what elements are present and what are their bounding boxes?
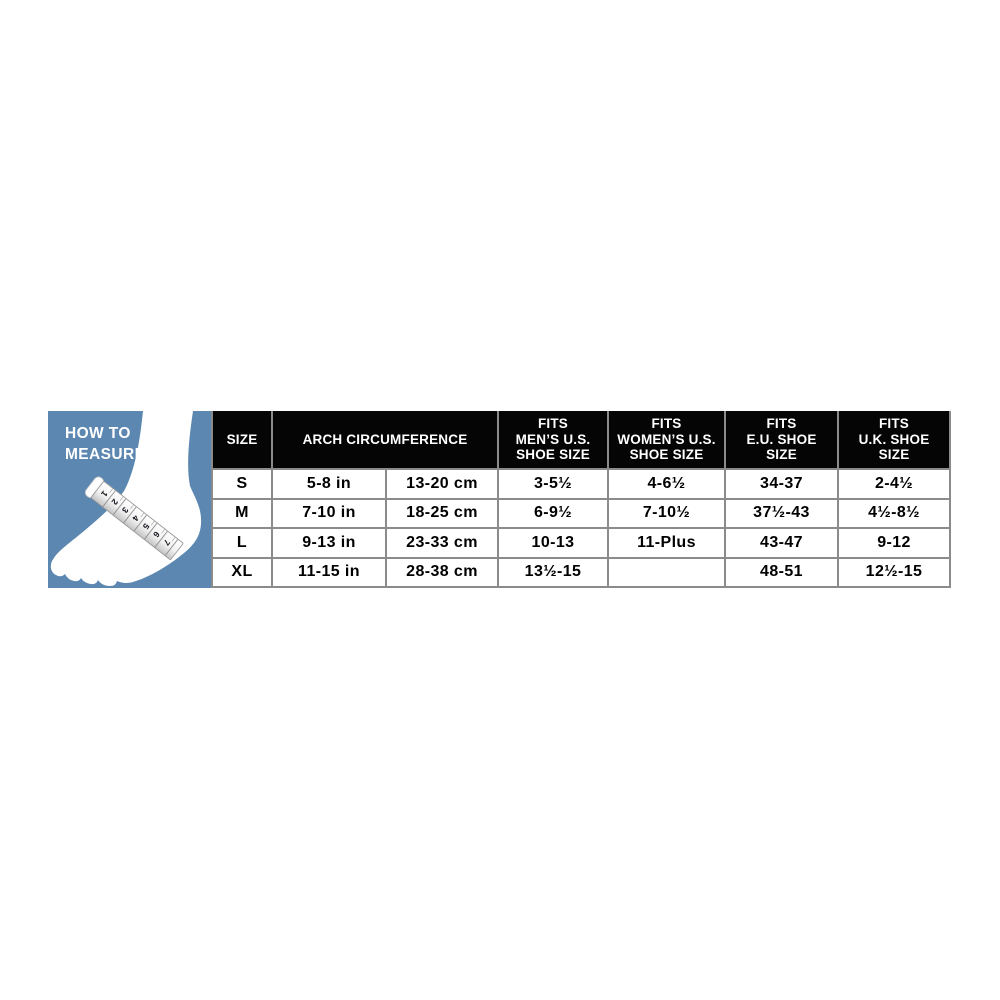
- table-cell: 12½-15: [839, 558, 949, 586]
- size-table: SIZE ARCH CIRCUMFERENCE FITS MEN’S U.S. …: [211, 411, 951, 588]
- table-cell: XL: [213, 558, 271, 586]
- table-cell: 2-4½: [839, 470, 949, 498]
- table-cell: 43-47: [726, 529, 837, 557]
- tape-number-6: 6: [151, 530, 162, 540]
- table-cell: 9-13 in: [273, 529, 385, 557]
- header-size: SIZE: [213, 411, 271, 468]
- tape-number-5: 5: [141, 521, 152, 531]
- how-to-measure-panel: HOW TO MEASURE: [48, 411, 211, 588]
- table-cell: 37½-43: [726, 499, 837, 527]
- table-cell: 48-51: [726, 558, 837, 586]
- table-cell: 13-20 cm: [387, 470, 497, 498]
- table-cell: 7-10 in: [273, 499, 385, 527]
- header-womens-us-shoe-size: FITS WOMEN’S U.S. SHOE SIZE: [609, 411, 724, 468]
- tape-number-4: 4: [130, 513, 141, 523]
- table-cell: 10-13: [499, 529, 607, 557]
- table-cell: 34-37: [726, 470, 837, 498]
- header-size-label: SIZE: [226, 431, 258, 447]
- table-cell: 23-33 cm: [387, 529, 497, 557]
- table-cell: [609, 558, 724, 586]
- table-cell: 11-15 in: [273, 558, 385, 586]
- how-to-measure-title: HOW TO MEASURE: [65, 423, 145, 465]
- table-cell: M: [213, 499, 271, 527]
- title-line-1: HOW TO: [65, 425, 131, 442]
- header-eu-shoe-size: FITS E.U. SHOE SIZE: [726, 411, 837, 468]
- header-mens-us-shoe-size: FITS MEN’S U.S. SHOE SIZE: [499, 411, 607, 468]
- tape-number-3: 3: [120, 505, 131, 515]
- tape-number-7: 7: [161, 538, 172, 548]
- table-cell: 5-8 in: [273, 470, 385, 498]
- header-arch-label: ARCH CIRCUMFERENCE: [302, 431, 468, 447]
- measuring-tape: 1 2 3 4 5 6 7: [84, 476, 184, 560]
- table-cell: 7-10½: [609, 499, 724, 527]
- tape-number-1: 1: [99, 489, 110, 499]
- header-uk-shoe-size: FITS U.K. SHOE SIZE: [839, 411, 949, 468]
- header-arch-circumference: ARCH CIRCUMFERENCE: [273, 411, 497, 468]
- table-cell: S: [213, 470, 271, 498]
- table-cell: 4-6½: [609, 470, 724, 498]
- title-line-2: MEASURE: [65, 446, 146, 463]
- tape-number-2: 2: [109, 497, 120, 507]
- table-cell: 9-12: [839, 529, 949, 557]
- foot-measuring-tape-icon: 1 2 3 4 5 6 7: [50, 411, 202, 586]
- table-cell: 11-Plus: [609, 529, 724, 557]
- table-cell: 4½-8½: [839, 499, 949, 527]
- table-cell: 6-9½: [499, 499, 607, 527]
- table-cell: 3-5½: [499, 470, 607, 498]
- table-cell: 28-38 cm: [387, 558, 497, 586]
- table-cell: L: [213, 529, 271, 557]
- table-cell: 13½-15: [499, 558, 607, 586]
- table-cell: 18-25 cm: [387, 499, 497, 527]
- size-chart: HOW TO MEASURE: [48, 411, 951, 588]
